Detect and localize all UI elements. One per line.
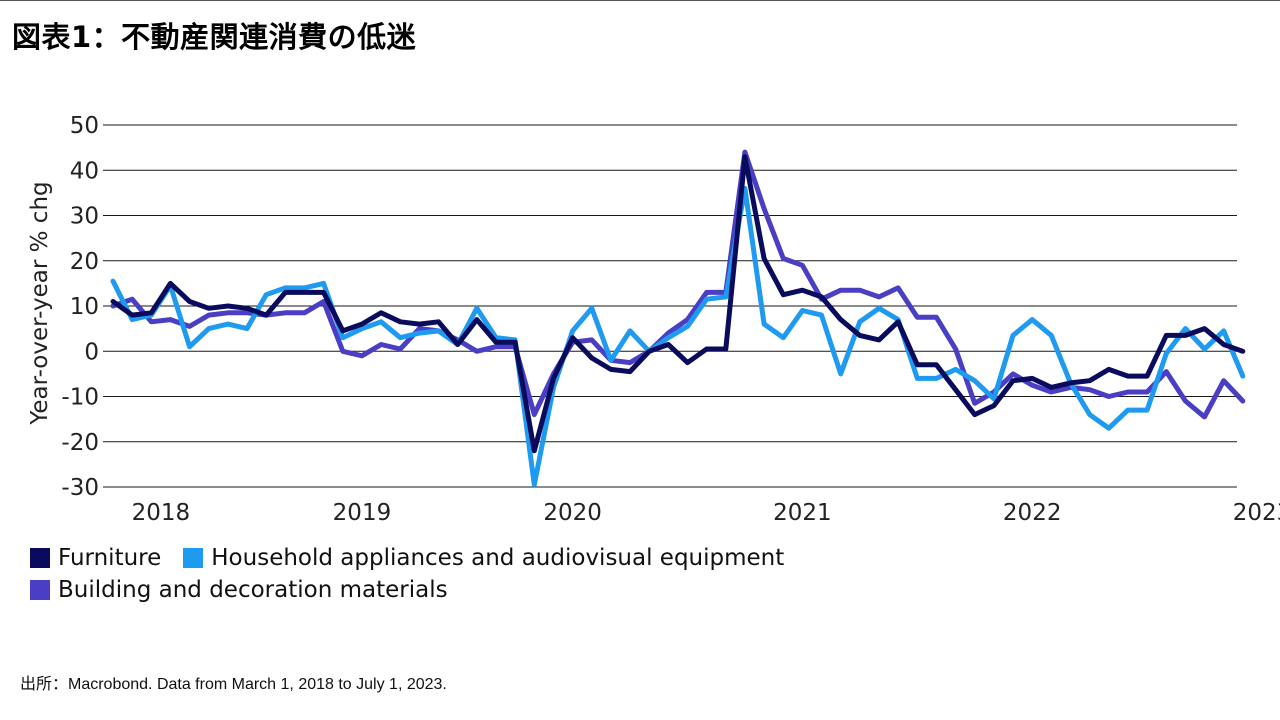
top-border-line (0, 0, 1280, 1)
y-tick-label: -30 (61, 475, 99, 501)
y-tick-label: 0 (84, 339, 99, 365)
y-tick-label: 30 (70, 204, 99, 230)
series-lines (110, 149, 1246, 488)
series-line-furniture (110, 154, 1246, 454)
x-tick-label: 2021 (773, 500, 832, 526)
y-tick-label: 10 (70, 294, 99, 320)
legend-label-household-appliances: Household appliances and audiovisual equ… (211, 545, 785, 571)
y-tick-label: -20 (61, 430, 99, 456)
x-axis-ticks: 2018 2019 2020 2021 2022 2023 (132, 500, 1280, 526)
legend-swatch-building-materials (30, 580, 50, 600)
legend-label-furniture: Furniture (58, 545, 162, 571)
chart-title: 図表1：不動産関連消費の低迷 (12, 20, 417, 54)
legend-row-1: Furniture Household appliances and audio… (30, 542, 806, 574)
legend-item-furniture: Furniture (30, 545, 161, 571)
legend-swatch-household-appliances (183, 548, 204, 568)
x-tick-label: 2023 (1233, 500, 1280, 526)
legend-swatch-furniture (30, 548, 50, 568)
y-tick-label: 50 (70, 113, 99, 139)
source-note: 出所：Macrobond. Data from March 1, 2018 to… (20, 676, 447, 693)
legend: Furniture Household appliances and audio… (30, 542, 806, 606)
x-tick-label: 2022 (1003, 500, 1062, 526)
series-line-household-appliances-and-audiovisual-equipment (110, 185, 1246, 488)
x-tick-label: 2019 (333, 500, 392, 526)
y-tick-label: 20 (70, 249, 99, 275)
x-tick-label: 2020 (543, 500, 602, 526)
y-tick-label: -10 (61, 385, 99, 411)
legend-label-building-materials: Building and decoration materials (58, 577, 448, 603)
legend-item-household-appliances: Household appliances and audiovisual equ… (183, 545, 784, 571)
y-tick-label: 40 (70, 158, 99, 184)
legend-item-building-materials: Building and decoration materials (30, 577, 448, 603)
y-axis-ticks: 50 40 30 20 10 0 -10 -20 -30 (61, 113, 99, 501)
gridlines (103, 124, 1237, 488)
series-line-building-and-decoration-materials (110, 149, 1246, 420)
x-tick-label: 2018 (132, 500, 191, 526)
y-axis-label: Year-over-year % chg (27, 181, 53, 425)
legend-row-2: Building and decoration materials (30, 574, 806, 606)
